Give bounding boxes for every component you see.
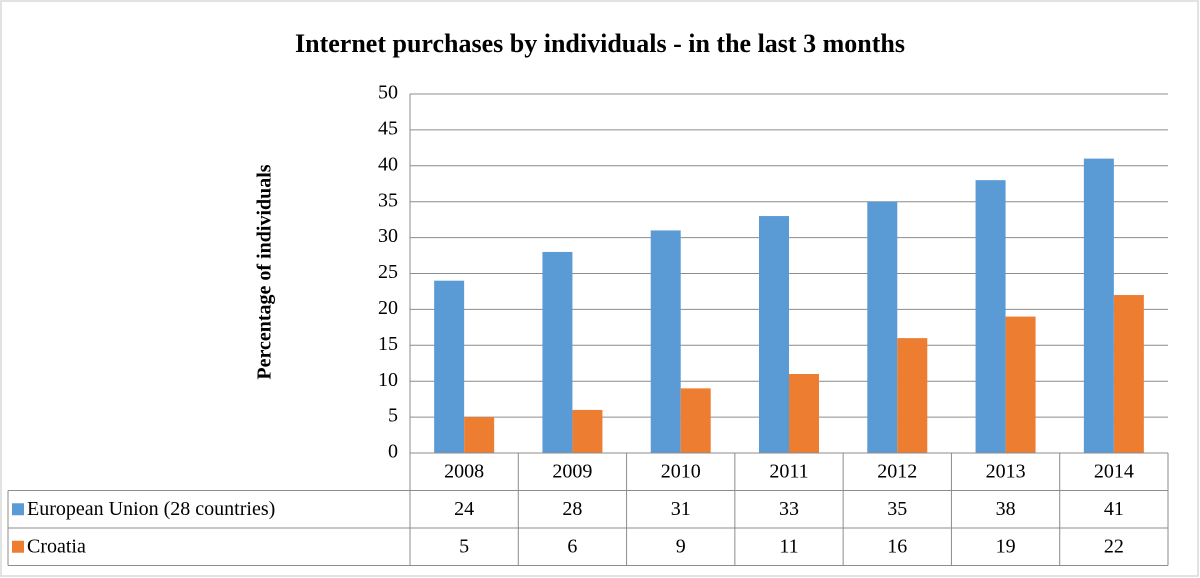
bar xyxy=(1005,316,1036,453)
y-tick-label: 25 xyxy=(378,261,398,283)
x-tick-label: 2011 xyxy=(769,460,808,482)
y-tick-label: 35 xyxy=(378,189,398,211)
table-value: 28 xyxy=(562,498,582,520)
table-value: 35 xyxy=(887,498,907,520)
table-value: 31 xyxy=(671,498,691,520)
bar xyxy=(975,180,1006,453)
bar xyxy=(1083,158,1114,453)
table-value: 41 xyxy=(1104,498,1124,520)
y-tick-label: 0 xyxy=(388,441,398,463)
y-tick-label: 15 xyxy=(378,333,398,355)
bar xyxy=(897,338,928,453)
x-tick-label: 2010 xyxy=(661,460,701,482)
x-tick-label: 2012 xyxy=(877,460,917,482)
y-tick-label: 40 xyxy=(378,153,398,175)
table-value: 33 xyxy=(779,498,799,520)
bar xyxy=(789,374,819,453)
y-axis-label: Percentage of individuals xyxy=(254,164,276,379)
table-value: 11 xyxy=(779,535,798,557)
y-tick-label: 10 xyxy=(378,369,398,391)
x-tick-label: 2009 xyxy=(552,460,592,482)
table-value: 6 xyxy=(567,535,577,557)
table-value: 38 xyxy=(996,498,1016,520)
y-tick-label: 50 xyxy=(378,82,398,104)
bar xyxy=(464,417,495,453)
y-tick-label: 45 xyxy=(378,117,398,139)
bar xyxy=(434,280,465,453)
table-value: 22 xyxy=(1104,535,1124,557)
x-tick-label: 2014 xyxy=(1094,460,1134,482)
bar xyxy=(542,251,573,453)
bar xyxy=(572,409,603,453)
legend-label: Croatia xyxy=(27,535,86,557)
bar xyxy=(1113,295,1144,453)
table-value: 5 xyxy=(459,535,469,557)
x-tick-label: 2008 xyxy=(444,460,484,482)
legend-swatch xyxy=(12,503,24,516)
bar xyxy=(867,201,898,453)
chart-title: Internet purchases by individuals - in t… xyxy=(295,29,905,58)
x-tick-label: 2013 xyxy=(986,460,1026,482)
legend-label: European Union (28 countries) xyxy=(27,498,275,520)
bar xyxy=(680,388,711,453)
y-tick-label: 5 xyxy=(388,405,398,427)
table-value: 9 xyxy=(676,535,686,557)
y-tick-label: 20 xyxy=(378,297,398,319)
legend-swatch xyxy=(12,540,24,553)
table-value: 19 xyxy=(996,535,1016,557)
table-value: 16 xyxy=(887,535,907,557)
y-tick-label: 30 xyxy=(378,225,398,247)
bar xyxy=(650,230,681,453)
bar xyxy=(759,216,789,453)
table-value: 24 xyxy=(454,498,474,520)
